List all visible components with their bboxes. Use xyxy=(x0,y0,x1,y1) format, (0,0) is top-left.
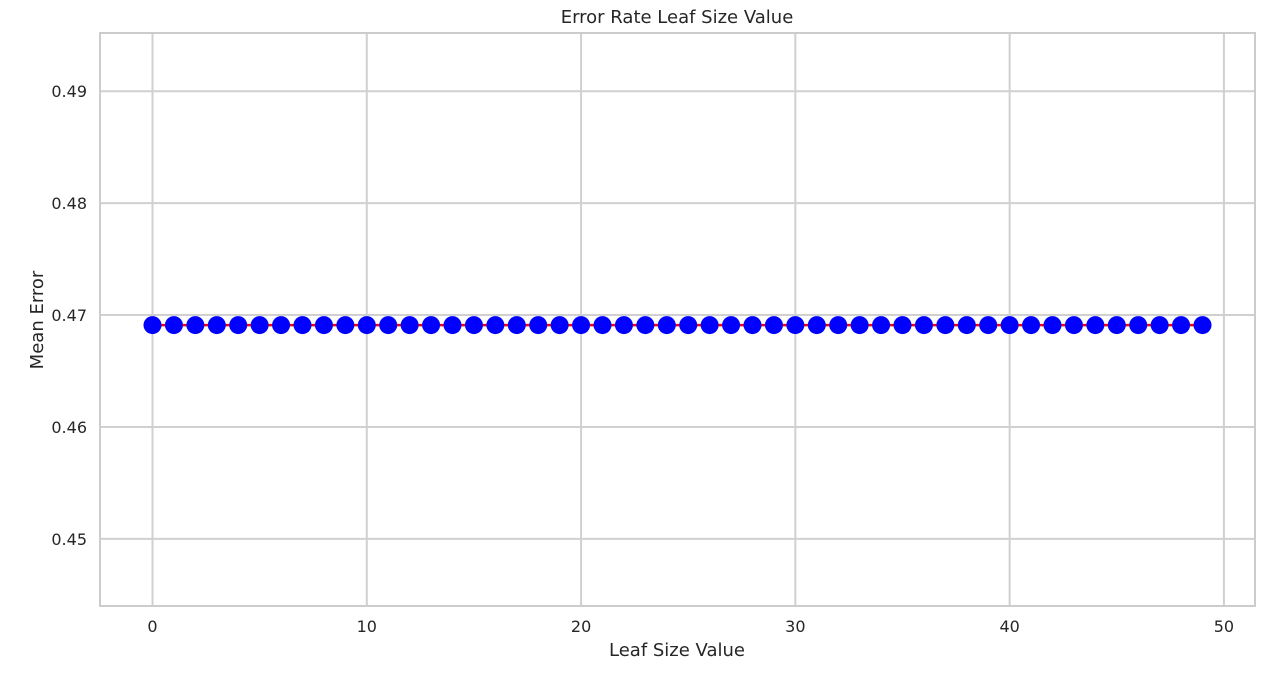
data-point xyxy=(679,316,698,335)
data-point xyxy=(229,316,248,335)
data-point xyxy=(314,316,333,335)
data-point xyxy=(422,316,441,335)
data-point xyxy=(443,316,462,335)
data-point xyxy=(786,316,805,335)
y-axis-ticks: 0.45 0.46 0.47 0.48 0.49 xyxy=(51,82,87,549)
data-point xyxy=(1150,316,1169,335)
data-point xyxy=(1107,316,1126,335)
data-point xyxy=(1129,316,1148,335)
data-point xyxy=(207,316,226,335)
data-point xyxy=(893,316,912,335)
x-axis-ticks: 0 10 20 30 40 50 xyxy=(147,617,1234,636)
data-point xyxy=(743,316,762,335)
y-tick-label: 0.45 xyxy=(51,530,87,549)
data-point xyxy=(614,316,633,335)
data-point xyxy=(936,316,955,335)
y-tick-label: 0.46 xyxy=(51,418,87,437)
x-tick-label: 10 xyxy=(357,617,377,636)
data-point xyxy=(507,316,526,335)
data-point xyxy=(143,316,162,335)
data-point xyxy=(872,316,891,335)
data-point xyxy=(807,316,826,335)
data-point xyxy=(850,316,869,335)
y-tick-label: 0.48 xyxy=(51,194,87,213)
y-tick-label: 0.47 xyxy=(51,306,87,325)
data-point xyxy=(272,316,291,335)
data-point xyxy=(186,316,205,335)
data-point xyxy=(379,316,398,335)
x-tick-label: 40 xyxy=(999,617,1019,636)
data-point xyxy=(250,316,269,335)
series-layer xyxy=(143,316,1212,335)
y-tick-label: 0.49 xyxy=(51,82,87,101)
data-point xyxy=(657,316,676,335)
data-point xyxy=(1022,316,1041,335)
y-axis-label: Mean Error xyxy=(27,270,48,369)
chart-title: Error Rate Leaf Size Value xyxy=(561,7,794,28)
x-tick-label: 30 xyxy=(785,617,805,636)
data-point xyxy=(572,316,591,335)
data-point xyxy=(293,316,312,335)
plot-area-frame xyxy=(99,32,1256,607)
data-point xyxy=(829,316,848,335)
data-point xyxy=(593,316,612,335)
data-point xyxy=(1172,316,1191,335)
data-point xyxy=(914,316,933,335)
data-point xyxy=(464,316,483,335)
data-point xyxy=(1043,316,1062,335)
data-point xyxy=(979,316,998,335)
x-tick-label: 20 xyxy=(571,617,591,636)
data-point xyxy=(636,316,655,335)
data-point xyxy=(764,316,783,335)
data-point xyxy=(700,316,719,335)
data-point xyxy=(486,316,505,335)
data-point xyxy=(164,316,183,335)
data-point xyxy=(1000,316,1019,335)
x-tick-label: 50 xyxy=(1214,617,1234,636)
data-point xyxy=(1193,316,1212,335)
data-point xyxy=(550,316,569,335)
data-point xyxy=(722,316,741,335)
data-point xyxy=(336,316,355,335)
data-point xyxy=(357,316,376,335)
x-axis-label: Leaf Size Value xyxy=(609,640,745,661)
data-point xyxy=(1064,316,1083,335)
data-point xyxy=(400,316,419,335)
grid xyxy=(100,33,1255,606)
x-tick-label: 0 xyxy=(147,617,157,636)
data-point xyxy=(529,316,548,335)
data-point xyxy=(957,316,976,335)
data-point xyxy=(1086,316,1105,335)
